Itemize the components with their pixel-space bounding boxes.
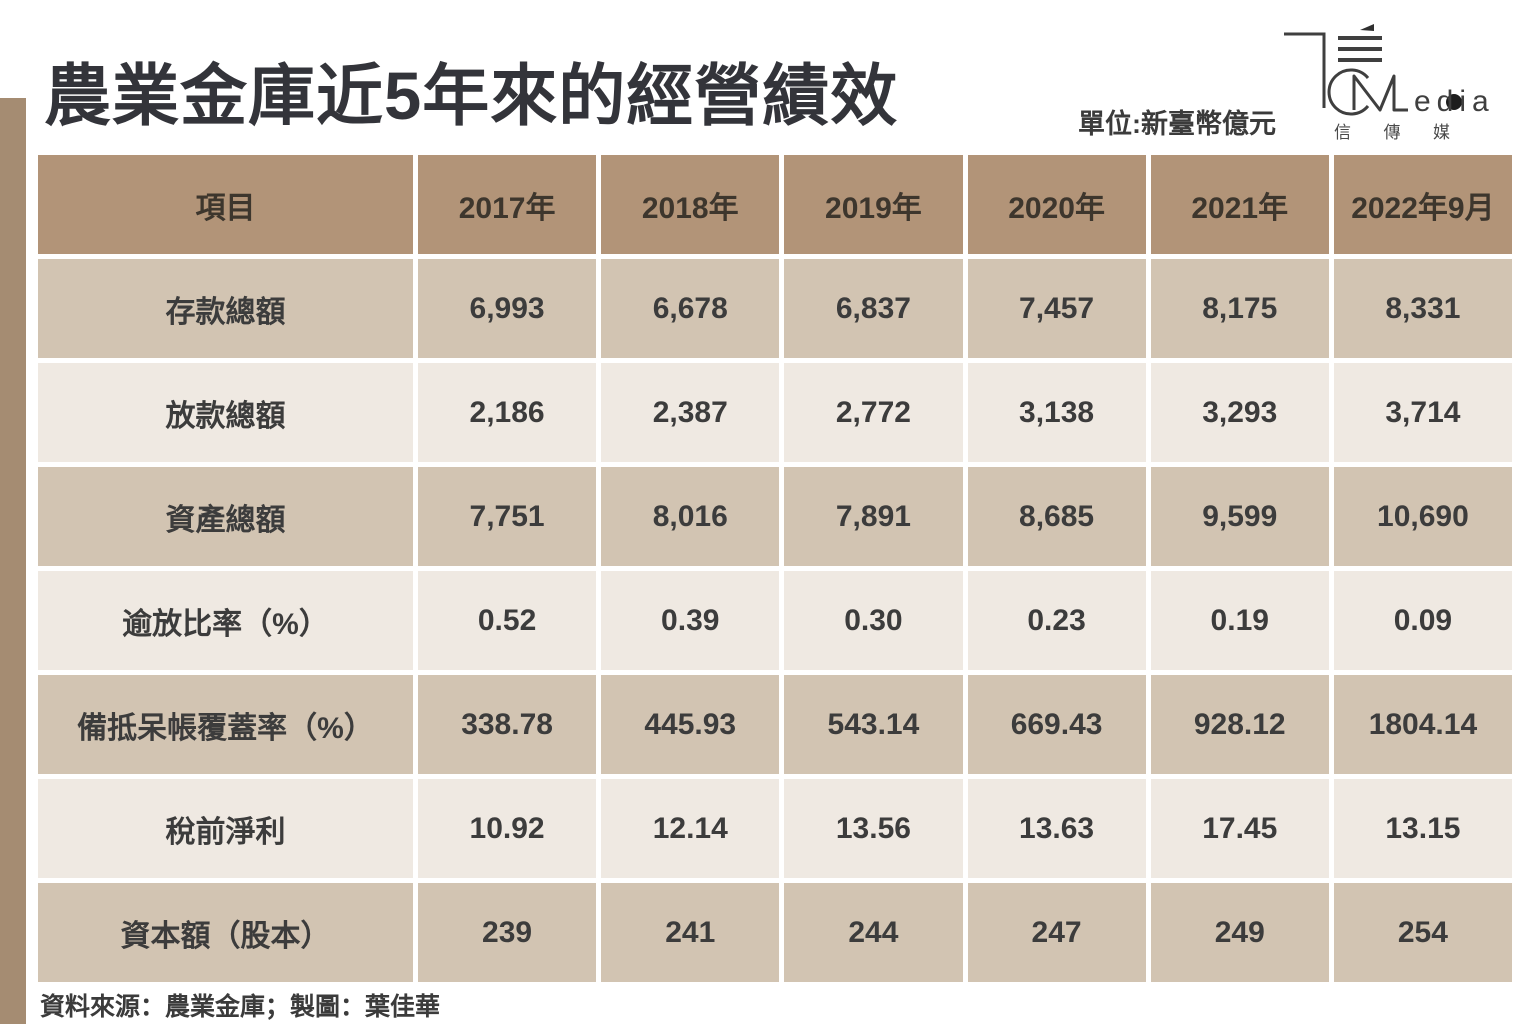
data-cell: 6,678	[601, 259, 780, 358]
data-cell: 0.52	[418, 571, 597, 670]
data-cell: 928.12	[1150, 675, 1329, 774]
row-label-coverage-ratio: 備抵呆帳覆蓋率（%）	[38, 675, 413, 774]
data-cell: 0.09	[1333, 571, 1512, 670]
data-cell: 338.78	[418, 675, 597, 774]
data-cell: 3,714	[1333, 363, 1512, 462]
data-cell: 0.23	[967, 571, 1146, 670]
left-accent-bar	[0, 98, 26, 1024]
data-cell: 669.43	[967, 675, 1146, 774]
logo-subtext-char: 傳	[1383, 123, 1401, 142]
row-label-npl-ratio: 逾放比率（%）	[38, 571, 413, 670]
cmedia-logo-icon: edia	[1284, 24, 1495, 116]
data-cell: 2,772	[784, 363, 963, 462]
data-cell: 10,690	[1333, 467, 1512, 566]
row-label-pretax-profit: 稅前淨利	[38, 779, 413, 878]
col-header-2018: 2018年	[601, 155, 780, 254]
data-cell: 13.15	[1333, 779, 1512, 878]
logo-subtext-char: 媒	[1433, 123, 1450, 142]
col-header-2019: 2019年	[784, 155, 963, 254]
row-label-assets: 資產總額	[38, 467, 413, 566]
data-cell: 254	[1333, 883, 1512, 982]
data-cell: 13.63	[967, 779, 1146, 878]
data-cell: 8,685	[967, 467, 1146, 566]
data-cell: 6,837	[784, 259, 963, 358]
data-cell: 6,993	[418, 259, 597, 358]
performance-table: 項目 2017年 2018年 2019年 2020年 2021年 2022年9月…	[38, 155, 1512, 982]
logo-brand-suffix: edia	[1414, 85, 1495, 116]
data-cell: 249	[1150, 883, 1329, 982]
data-cell: 244	[784, 883, 963, 982]
col-header-2021: 2021年	[1150, 155, 1329, 254]
data-cell: 241	[601, 883, 780, 982]
data-cell: 0.19	[1150, 571, 1329, 670]
row-label-deposits: 存款總額	[38, 259, 413, 358]
data-cell: 9,599	[1150, 467, 1329, 566]
data-cell: 17.45	[1150, 779, 1329, 878]
data-cell: 3,138	[967, 363, 1146, 462]
data-cell: 7,891	[784, 467, 963, 566]
data-cell: 8,016	[601, 467, 780, 566]
data-cell: 2,186	[418, 363, 597, 462]
col-header-2022-09: 2022年9月	[1333, 155, 1512, 254]
data-cell: 2,387	[601, 363, 780, 462]
col-header-item: 項目	[38, 155, 413, 254]
cmedia-logo: edia 信 傳 媒	[1282, 20, 1512, 143]
data-cell: 543.14	[784, 675, 963, 774]
data-cell: 8,175	[1150, 259, 1329, 358]
data-cell: 8,331	[1333, 259, 1512, 358]
data-cell: 1804.14	[1333, 675, 1512, 774]
row-label-capital: 資本額（股本）	[38, 883, 413, 982]
page-title: 農業金庫近5年來的經營績效	[44, 59, 899, 134]
data-cell: 239	[418, 883, 597, 982]
data-cell: 0.39	[601, 571, 780, 670]
data-cell: 3,293	[1150, 363, 1329, 462]
data-cell: 247	[967, 883, 1146, 982]
source-note: 資料來源：農業金庫；製圖：葉佳華	[40, 993, 441, 1021]
unit-label: 單位:新臺幣億元	[1078, 109, 1276, 139]
data-cell: 7,751	[418, 467, 597, 566]
logo-subtext-char: 信	[1334, 123, 1351, 142]
data-cell: 0.30	[784, 571, 963, 670]
row-label-loans: 放款總額	[38, 363, 413, 462]
data-cell: 12.14	[601, 779, 780, 878]
data-cell: 445.93	[601, 675, 780, 774]
col-header-2017: 2017年	[418, 155, 597, 254]
logo-subtext: 信 傳 媒	[1282, 118, 1450, 143]
data-cell: 10.92	[418, 779, 597, 878]
data-cell: 7,457	[967, 259, 1146, 358]
data-cell: 13.56	[784, 779, 963, 878]
col-header-2020: 2020年	[967, 155, 1146, 254]
